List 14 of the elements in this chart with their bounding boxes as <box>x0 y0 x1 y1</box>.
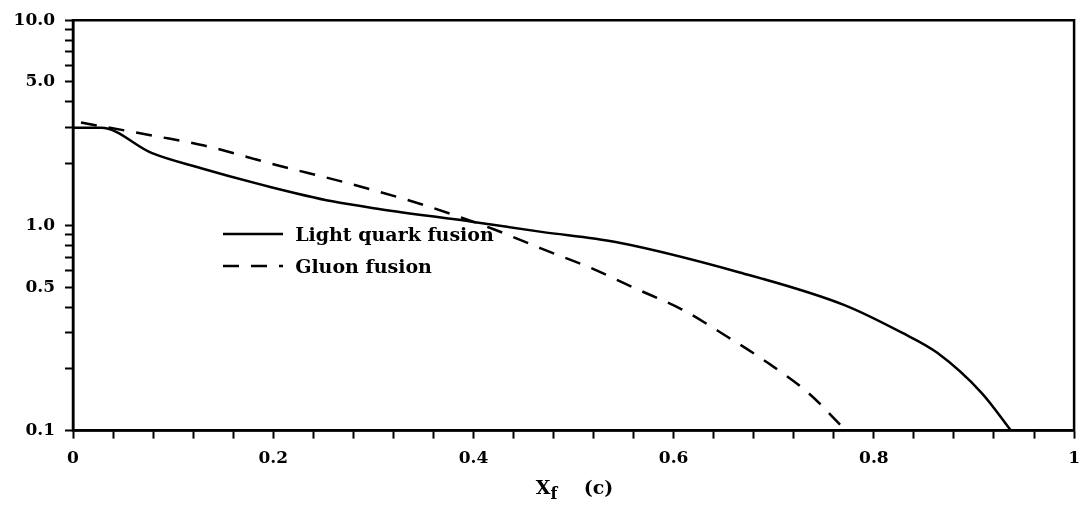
text: X$_{f}$ (c) <box>535 476 614 503</box>
y-tick-label: 5.0 <box>25 70 56 91</box>
x-tick-label: 1 <box>1068 447 1081 468</box>
y-tick-label: 0.1 <box>25 419 55 440</box>
x-tick-label: 0.2 <box>258 447 289 468</box>
legend-label: Gluon fusion <box>295 254 432 277</box>
y-tick-label: 1.0 <box>25 213 56 234</box>
y-tick-label: 10.0 <box>13 8 56 29</box>
legend-label: Light quark fusion <box>295 222 494 245</box>
x-tick-label: 0.4 <box>458 447 489 468</box>
x-tick-label: 0.8 <box>859 447 889 468</box>
x-tick-label: 0.6 <box>658 447 689 468</box>
x-tick-label: 0 <box>67 447 80 468</box>
y-tick-label: 0.5 <box>25 275 55 296</box>
